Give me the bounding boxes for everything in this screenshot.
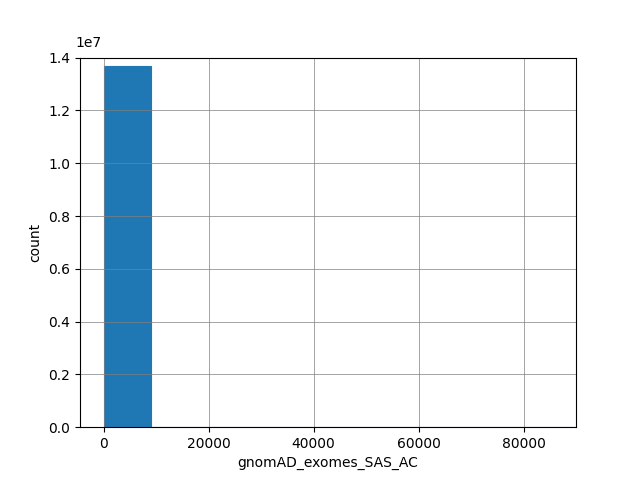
Y-axis label: count: count (29, 223, 43, 262)
Bar (104, 66, 151, 427)
X-axis label: gnomAD_exomes_SAS_AC: gnomAD_exomes_SAS_AC (237, 456, 419, 470)
Text: 1e7: 1e7 (75, 36, 101, 50)
